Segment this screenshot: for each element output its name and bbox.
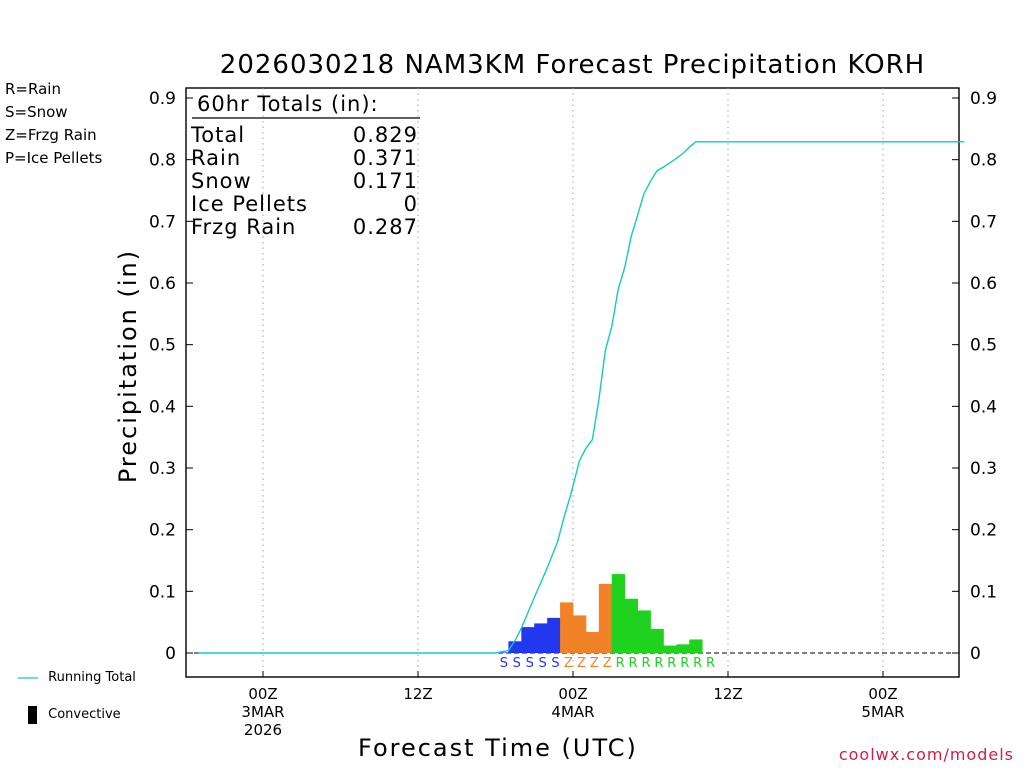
legend-ice-pellets: P=Ice Pellets <box>5 149 103 167</box>
totals-row-value: 0 <box>404 192 418 216</box>
ptype-letter-s: S <box>500 656 508 671</box>
x-tick-label: 2026 <box>244 721 282 739</box>
convective-legend: Convective <box>28 704 121 724</box>
ptype-letter-r: R <box>680 656 689 671</box>
precip-bar-z <box>560 602 574 653</box>
ptype-letter-r: R <box>616 656 625 671</box>
precip-bar-z <box>598 583 613 653</box>
totals-row-label: Rain <box>191 146 241 170</box>
ptype-letter-r: R <box>667 656 676 671</box>
y-tick-label-right: 0.3 <box>970 459 997 479</box>
x-tick-label: 3MAR <box>241 703 284 721</box>
y-tick-label-right: 0.6 <box>970 274 997 294</box>
x-tick-label: 12Z <box>403 685 432 703</box>
precip-bar-s <box>495 652 509 653</box>
totals-row-value: 0.171 <box>353 169 418 193</box>
y-tick-label-right: 0.2 <box>970 521 997 541</box>
credit-text: coolwx.com/models <box>838 745 1014 764</box>
totals-row-label: Ice Pellets <box>191 192 308 216</box>
totals-row-label: Total <box>190 123 245 147</box>
y-tick-label-left: 0.5 <box>149 336 176 356</box>
running-total-legend: Running Total <box>18 670 136 685</box>
precip-bar-r <box>676 644 690 653</box>
ptype-letter-s: S <box>513 656 521 671</box>
ptype-letter-r: R <box>641 656 650 671</box>
y-tick-label-left: 0.8 <box>149 151 176 171</box>
precip-bar-s <box>521 627 535 653</box>
ptype-letter-r: R <box>629 656 638 671</box>
ptype-letter-z: Z <box>603 656 612 671</box>
totals-row-value: 0.287 <box>353 215 418 239</box>
convective-bar-icon <box>28 706 37 724</box>
legend-frzg-rain: Z=Frzg Rain <box>5 126 97 144</box>
totals-heading: 60hr Totals (in): <box>197 92 379 116</box>
x-tick-label: 00Z <box>868 685 897 703</box>
legend-snow: S=Snow <box>5 103 68 121</box>
ptype-letter-s: S <box>526 656 534 671</box>
precip-bar-s <box>508 641 522 653</box>
precip-bar-r <box>663 645 677 653</box>
chart-title: 2026030218 NAM3KM Forecast Precipitation… <box>219 50 926 80</box>
precip-bar-s <box>534 623 548 653</box>
y-tick-label-right: 0 <box>970 644 981 664</box>
totals-row-label: Snow <box>191 169 252 193</box>
ptype-letter-r: R <box>693 656 702 671</box>
precip-bar-r <box>637 610 651 653</box>
ptype-letter-s: S <box>551 656 559 671</box>
precip-bar-r <box>611 574 626 653</box>
x-tick-label: 5MAR <box>861 703 904 721</box>
y-tick-label-right: 0.5 <box>970 336 997 356</box>
y-tick-label-left: 0.2 <box>149 521 176 541</box>
ptype-letter-r: R <box>706 656 715 671</box>
ptype-letter-s: S <box>539 656 547 671</box>
x-tick-label: 00Z <box>558 685 587 703</box>
x-tick-label: 00Z <box>248 685 277 703</box>
y-tick-label-left: 0.9 <box>149 89 176 109</box>
y-tick-label-left: 0.6 <box>149 274 176 294</box>
ptype-letter-z: Z <box>590 656 599 671</box>
ptype-letter-z: Z <box>564 656 573 671</box>
y-tick-label-right: 0.1 <box>970 582 997 602</box>
x-axis-label: Forecast Time (UTC) <box>358 734 638 762</box>
y-tick-label-left: 0.3 <box>149 459 176 479</box>
x-tick-label: 12Z <box>713 685 742 703</box>
running-total-line <box>198 141 965 654</box>
y-tick-label-right: 0.7 <box>970 212 997 232</box>
running-total-label: Running Total <box>48 670 136 685</box>
totals-row-value: 0.829 <box>353 123 418 147</box>
totals-row-value: 0.371 <box>353 146 418 170</box>
legend-rain: R=Rain <box>5 80 61 98</box>
precip-bar-z <box>573 615 587 653</box>
precip-bar-r <box>650 628 664 653</box>
ptype-letter-z: Z <box>577 656 586 671</box>
y-tick-label-right: 0.8 <box>970 151 997 171</box>
y-tick-label-right: 0.9 <box>970 89 997 109</box>
y-tick-label-right: 0.4 <box>970 397 997 417</box>
y-tick-label-left: 0.7 <box>149 212 176 232</box>
precip-bar-r <box>689 639 703 653</box>
running-total-line-icon <box>18 676 38 679</box>
y-tick-label-left: 0.1 <box>149 582 176 602</box>
y-tick-label-left: 0 <box>165 644 176 664</box>
precip-bar-s <box>547 617 561 653</box>
y-tick-label-left: 0.4 <box>149 397 176 417</box>
precip-bar-r <box>624 598 638 653</box>
x-tick-label: 4MAR <box>551 703 594 721</box>
convective-label: Convective <box>48 706 121 722</box>
ptype-letter-r: R <box>654 656 663 671</box>
precip-bar-z <box>585 632 600 653</box>
totals-row-label: Frzg Rain <box>191 215 296 239</box>
